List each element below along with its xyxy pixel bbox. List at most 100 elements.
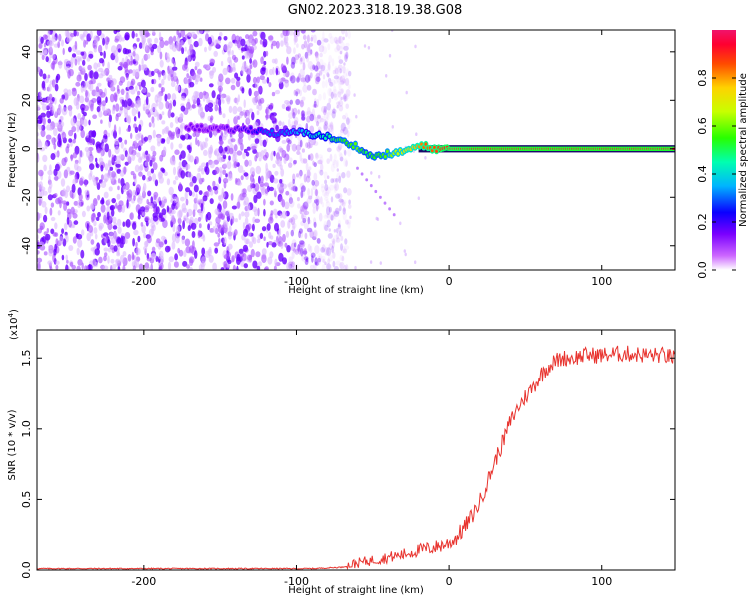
noise-cell [266, 223, 271, 231]
noise-cell [208, 131, 213, 138]
noise-cell [132, 265, 136, 270]
noise-cell [309, 113, 315, 122]
noise-cell [414, 260, 417, 265]
noise-cell [326, 212, 333, 221]
noise-cell [102, 265, 109, 270]
noise-cell [170, 81, 176, 88]
noise-cell [302, 62, 306, 71]
noise-cell [417, 196, 420, 200]
noise-cell [143, 240, 149, 247]
noise-cell [302, 217, 307, 224]
noise-cell [243, 172, 249, 177]
noise-cell [180, 95, 186, 101]
noise-cell [246, 117, 250, 124]
noise-cell [56, 121, 63, 129]
noise-cell [255, 95, 261, 100]
noise-cell [256, 238, 261, 244]
noise-cell [315, 195, 321, 204]
noise-cell [236, 201, 241, 209]
noise-cell [204, 30, 210, 33]
noise-cell [205, 162, 209, 169]
noise-cell [347, 122, 351, 130]
noise-cell [57, 196, 63, 204]
noise-cell [261, 248, 267, 256]
noise-cell [337, 55, 341, 60]
noise-cell [213, 159, 219, 165]
noise-cell [274, 58, 278, 65]
noise-cell [202, 90, 207, 96]
noise-cell [314, 116, 319, 123]
noise-cell [187, 135, 192, 140]
noise-cell [208, 107, 213, 113]
noise-cell [282, 30, 288, 37]
noise-cell [187, 171, 192, 178]
noise-cell [326, 213, 331, 219]
noise-cell [326, 219, 331, 228]
noise-cell [96, 106, 101, 113]
noise-cell [86, 265, 89, 270]
noise-cell [403, 249, 406, 253]
noise-cell [293, 34, 299, 43]
noise-cell [135, 241, 138, 248]
spectrogram-x-label: Height of straight line (km) [288, 285, 424, 296]
noise-cell [50, 202, 55, 208]
noise-cell [289, 157, 293, 163]
noise-cell [146, 155, 150, 163]
signal-core-cell [197, 128, 201, 132]
noise-cell [376, 217, 380, 221]
noise-cell [252, 59, 258, 68]
noise-cell [339, 156, 344, 162]
noise-cell [134, 68, 140, 78]
noise-cell [131, 30, 135, 39]
noise-cell [320, 183, 325, 189]
noise-cell [343, 93, 347, 102]
noise-cell [336, 146, 342, 152]
noise-cell [106, 77, 111, 83]
x-tick-label: -200 [131, 575, 156, 588]
noise-cell [331, 58, 335, 67]
noise-cell [339, 50, 343, 55]
noise-cell [334, 96, 338, 101]
noise-cell [304, 204, 307, 210]
noise-cell [191, 191, 195, 198]
noise-cell [339, 153, 344, 162]
noise-cell [301, 185, 306, 193]
noise-cell [258, 261, 262, 267]
noise-cell [144, 262, 150, 269]
noise-cell [276, 152, 280, 161]
noise-cell [331, 108, 337, 114]
noise-cell [300, 190, 304, 199]
noise-cell [72, 139, 76, 144]
noise-cell [263, 149, 267, 154]
noise-cell [261, 188, 265, 194]
noise-cell [311, 108, 316, 118]
signal-core-cell [385, 149, 389, 154]
noise-cell [326, 247, 332, 257]
noise-cell [89, 30, 93, 39]
noise-cell [301, 148, 305, 153]
noise-cell [314, 180, 320, 187]
noise-cell [340, 122, 346, 132]
noise-cell [299, 206, 304, 212]
noise-cell [290, 61, 296, 69]
noise-cell [103, 255, 107, 262]
noise-cell [217, 232, 221, 238]
noise-cell [143, 136, 148, 142]
x-tick-label: -100 [284, 275, 309, 288]
noise-cell [325, 186, 331, 194]
noise-cell [311, 179, 316, 186]
noise-cell [47, 170, 53, 176]
noise-cell [126, 73, 129, 81]
noise-cell [265, 168, 270, 176]
noise-cell [231, 255, 235, 263]
noise-cell [307, 43, 311, 52]
noise-cell [289, 99, 293, 105]
noise-cell [168, 256, 174, 263]
noise-cell [63, 169, 69, 179]
noise-cell [339, 76, 343, 82]
noise-cell [107, 198, 111, 204]
noise-cell [187, 153, 191, 162]
noise-cell [327, 258, 331, 264]
noise-cell [331, 249, 334, 255]
noise-cell [344, 245, 350, 251]
